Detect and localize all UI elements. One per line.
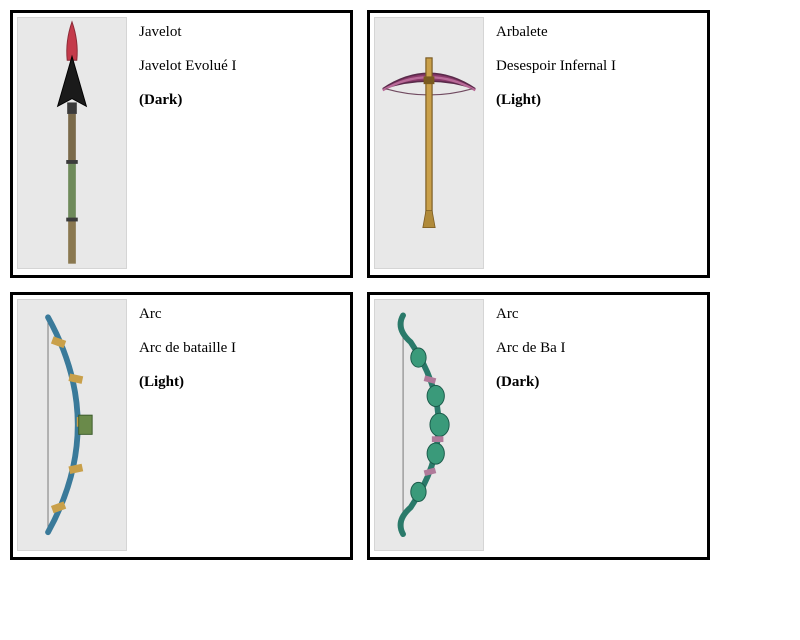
weapon-meta: Javelot Javelot Evolué I (Dark) [131, 13, 242, 115]
weapon-thumb [17, 299, 127, 551]
weapon-attribute: (Light) [496, 91, 616, 109]
weapon-thumb [374, 17, 484, 269]
javelin-icon [18, 18, 126, 268]
weapon-attribute: (Dark) [139, 91, 236, 109]
weapon-meta: Arc Arc de bataille I (Light) [131, 295, 242, 397]
weapon-card-arc-ba: Arc Arc de Ba I (Dark) [367, 292, 710, 560]
weapon-card-arc-bataille: Arc Arc de bataille I (Light) [10, 292, 353, 560]
weapon-meta: Arbalete Desespoir Infernal I (Light) [488, 13, 622, 115]
crossbow-icon [375, 18, 483, 268]
weapon-category: Arbalete [496, 23, 616, 41]
weapon-meta: Arc Arc de Ba I (Dark) [488, 295, 572, 397]
weapon-attribute: (Light) [139, 373, 236, 391]
weapon-grid: Javelot Javelot Evolué I (Dark) Arbalete… [0, 0, 800, 600]
bow-icon [18, 300, 126, 550]
weapon-thumb [374, 299, 484, 551]
weapon-name: Arc de bataille I [139, 339, 236, 357]
weapon-card-javelot: Javelot Javelot Evolué I (Dark) [10, 10, 353, 278]
weapon-name: Desespoir Infernal I [496, 57, 616, 75]
bow2-icon [375, 300, 483, 550]
weapon-card-arbalete: Arbalete Desespoir Infernal I (Light) [367, 10, 710, 278]
weapon-name: Javelot Evolué I [139, 57, 236, 75]
weapon-category: Arc [496, 305, 566, 323]
weapon-thumb [17, 17, 127, 269]
weapon-attribute: (Dark) [496, 373, 566, 391]
weapon-name: Arc de Ba I [496, 339, 566, 357]
weapon-category: Arc [139, 305, 236, 323]
weapon-category: Javelot [139, 23, 236, 41]
